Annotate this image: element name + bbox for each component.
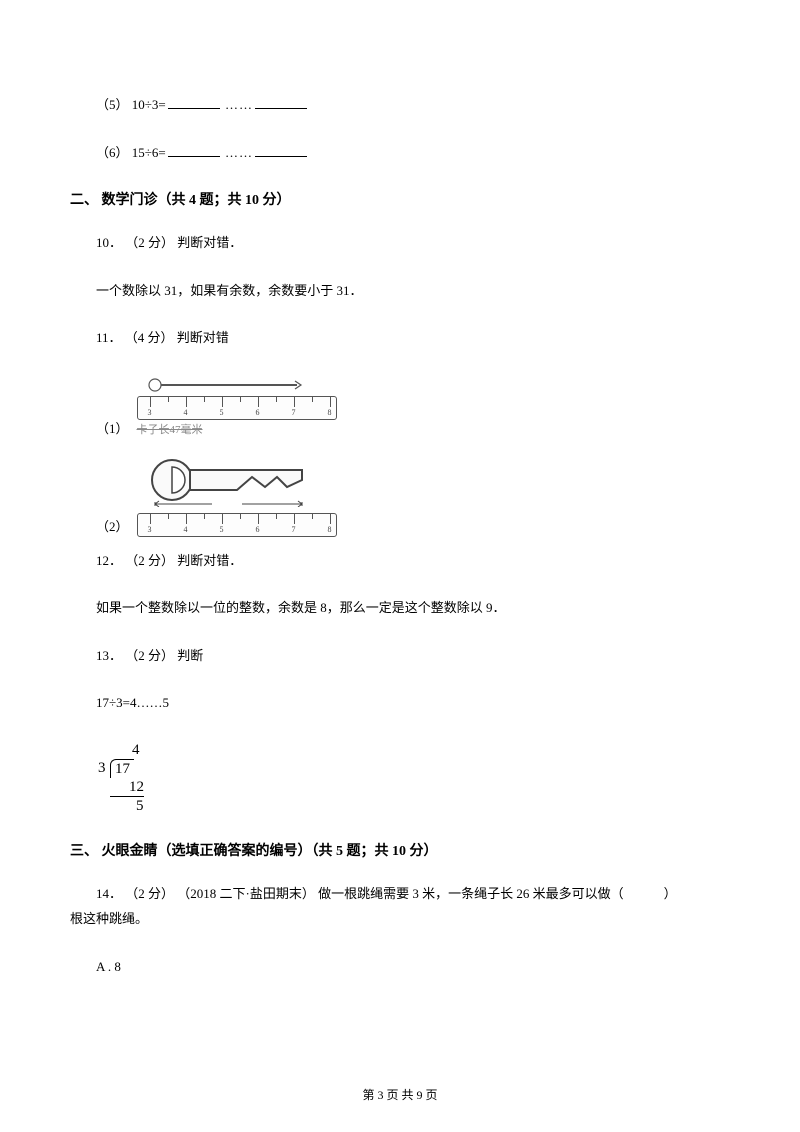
ld-remainder: 5 — [110, 797, 730, 815]
q6-blank-2[interactable] — [255, 143, 307, 157]
question-5: （5） 10÷3= …… — [70, 95, 730, 115]
section-3-header: 三、 火眼金睛（选填正确答案的编号）（共 5 题；共 10 分） — [70, 841, 730, 862]
q11-sub2-row: （2） 3 4 5 6 7 8 — [70, 452, 730, 537]
question-6: （6） 15÷6= …… — [70, 143, 730, 163]
ruler-1: 3 4 5 6 7 8 — [137, 396, 337, 420]
ld-subtract: 12 — [110, 778, 144, 797]
q5-dots: …… — [225, 97, 253, 112]
q14-text-a: 14． （2 分） （2018 二下·盐田期末） 做一根跳绳需要 3 米，一条绳… — [96, 886, 624, 901]
q5-label: （5） 10÷3= — [96, 97, 166, 112]
ld-divisor: 3 — [98, 759, 106, 777]
q5-blank-1[interactable] — [168, 95, 220, 109]
long-division: 4 3 17 12 5 — [110, 741, 730, 815]
q13-line1: 13． （2 分） 判断 — [70, 646, 730, 666]
q14-line2: 根这种跳绳。 — [70, 909, 730, 929]
q14-line1: 14． （2 分） （2018 二下·盐田期末） 做一根跳绳需要 3 米，一条绳… — [70, 884, 730, 904]
q6-blank-1[interactable] — [168, 143, 220, 157]
q6-dots: …… — [225, 145, 253, 160]
q11-sub2-label: （2） — [70, 517, 129, 537]
q5-blank-2[interactable] — [255, 95, 307, 109]
q11-sub1-figure: 3 4 5 6 7 8 卡子长47毫米 — [137, 376, 337, 439]
q10-line2: 一个数除以 31，如果有余数，余数要小于 31． — [70, 281, 730, 301]
q14-text-b: ） — [664, 886, 677, 901]
ld-quotient: 4 — [132, 742, 140, 758]
key-illustration — [137, 452, 337, 513]
q11-line1: 11． （4 分） 判断对错 — [70, 328, 730, 348]
q11-sub1-row: （1） 3 4 5 6 7 8 卡子长47毫米 — [70, 376, 730, 439]
q14-option-a[interactable]: A . 8 — [70, 957, 730, 977]
pin-illustration — [137, 376, 337, 394]
q12-line1: 12． （2 分） 判断对错． — [70, 551, 730, 571]
section-2-header: 二、 数学门诊（共 4 题；共 10 分） — [70, 190, 730, 211]
ld-dividend: 17 — [110, 759, 134, 778]
q6-label: （6） 15÷6= — [96, 145, 166, 160]
q12-line2: 如果一个整数除以一位的整数，余数是 8，那么一定是这个整数除以 9． — [70, 598, 730, 618]
q11-sub1-caption: 卡子长47毫米 — [137, 422, 337, 439]
page-footer: 第 3 页 共 9 页 — [0, 1086, 800, 1104]
q13-line2: 17÷3=4……5 — [70, 693, 730, 713]
q11-sub1-label: （1） — [70, 419, 129, 439]
q11-sub2-figure: 3 4 5 6 7 8 — [137, 452, 337, 537]
ruler-2: 3 4 5 6 7 8 — [137, 513, 337, 537]
q10-line1: 10． （2 分） 判断对错． — [70, 233, 730, 253]
